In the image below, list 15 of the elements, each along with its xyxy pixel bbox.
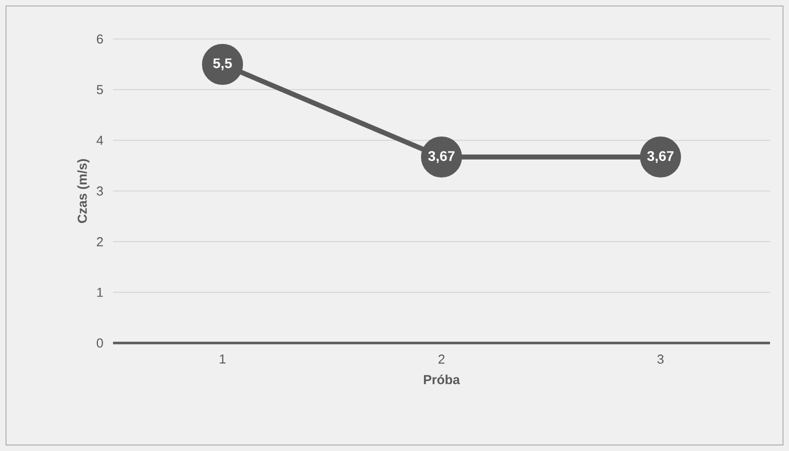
x-tick-label: 3: [657, 354, 664, 364]
y-tick-label: 1: [97, 288, 103, 297]
x-tick-label: 1: [220, 354, 226, 364]
x-tick-label: 2: [438, 354, 444, 364]
y-tick-label: 3: [96, 186, 103, 196]
y-tick-label: 5: [96, 85, 103, 94]
y-axis-title: Czas (m/s): [77, 159, 90, 223]
y-tick-label: 4: [96, 136, 104, 145]
y-tick-label: 0: [96, 338, 103, 348]
data-label: 5,5: [213, 58, 232, 70]
y-tick-label: 6: [96, 34, 103, 44]
x-axis-title: Próba: [424, 374, 460, 384]
data-label: 3,67: [428, 151, 455, 164]
data-label: 3,67: [647, 151, 674, 164]
y-tick-label: 2: [96, 237, 103, 246]
